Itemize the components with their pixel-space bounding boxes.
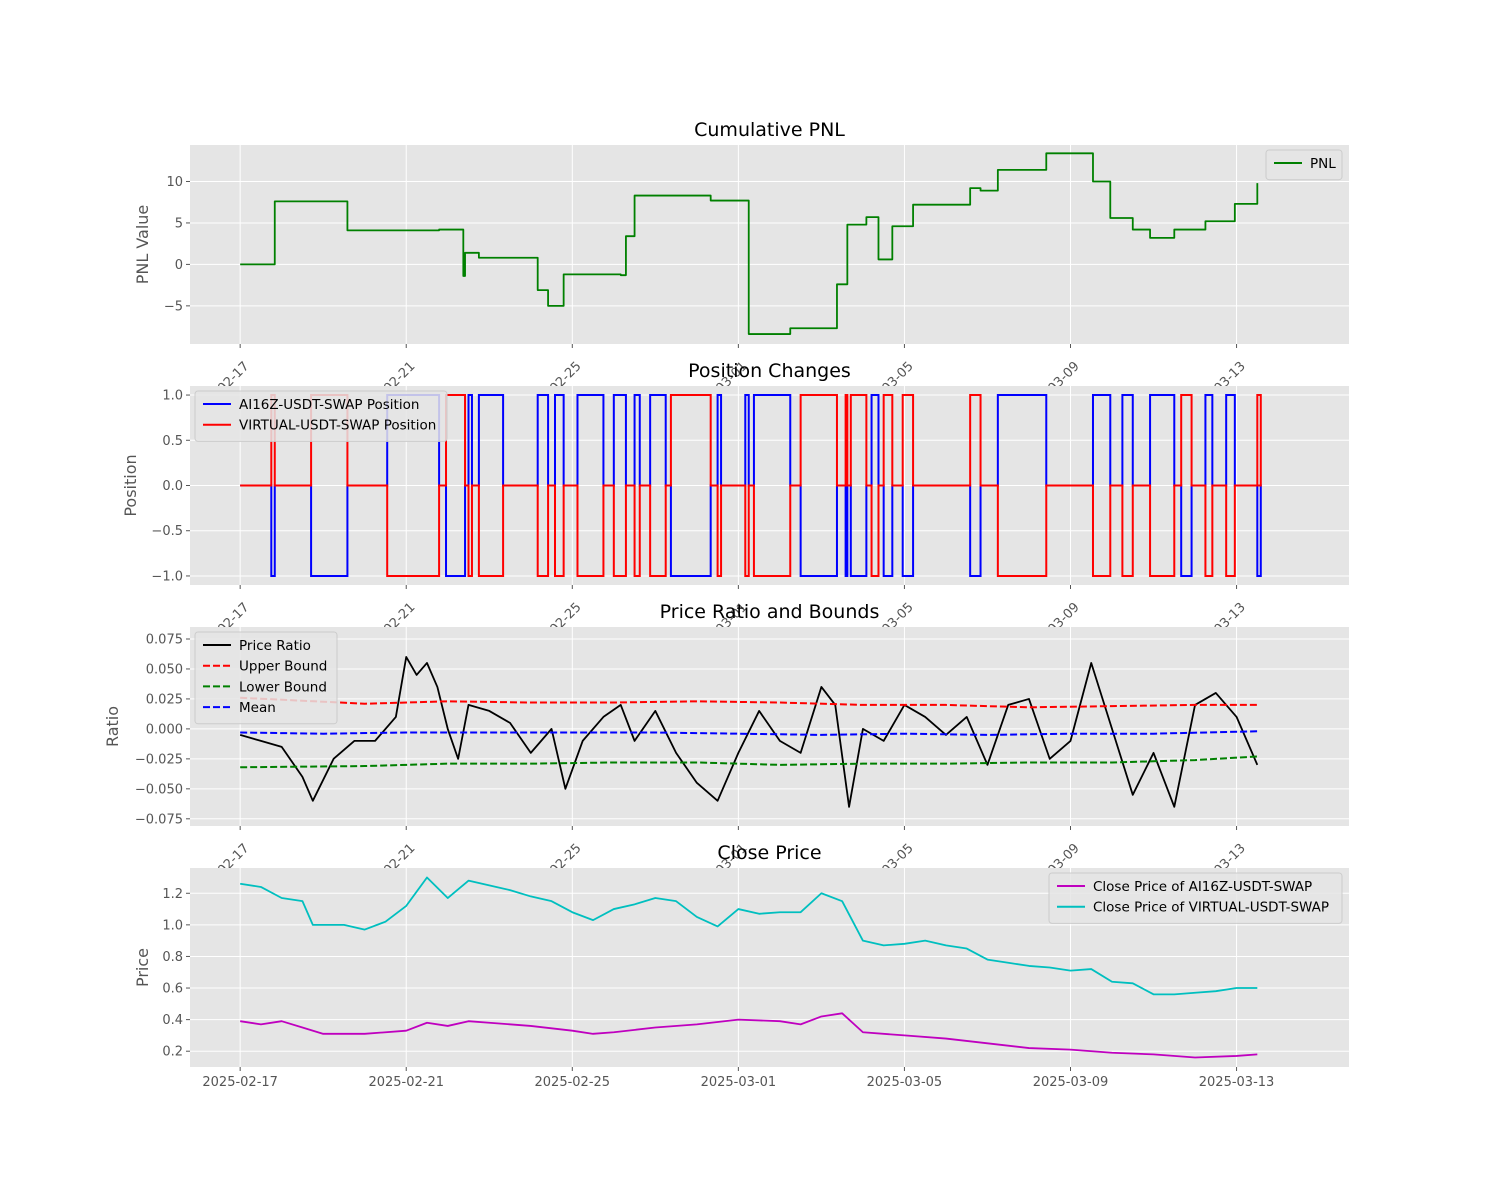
y-tick-label: 0.2 bbox=[162, 1045, 183, 1060]
chart-title: Cumulative PNL bbox=[694, 119, 845, 141]
x-tick-label: 2025-02-17 bbox=[202, 1075, 278, 1090]
y-tick-label: 0.6 bbox=[162, 982, 183, 997]
series-line-2 bbox=[240, 394, 1262, 577]
y-tick-label: 0 bbox=[175, 258, 183, 273]
legend-box bbox=[194, 631, 338, 725]
legend-label: Lower Bound bbox=[239, 679, 327, 695]
gridlines bbox=[190, 145, 1349, 344]
x-tick-label: 2025-03-09 bbox=[1033, 1075, 1109, 1090]
y-tick-label: 1.0 bbox=[162, 389, 183, 404]
legend-label: Close Price of VIRTUAL-USDT-SWAP bbox=[1093, 900, 1329, 916]
series-line-2 bbox=[240, 696, 1258, 709]
legend-label: VIRTUAL-USDT-SWAP Position bbox=[239, 418, 436, 434]
legend-label: Upper Bound bbox=[239, 659, 327, 675]
y-tick-label: 0.075 bbox=[146, 632, 183, 647]
y-tick-label: 0.0 bbox=[162, 479, 183, 494]
plot-area bbox=[190, 145, 1349, 344]
series-line-4 bbox=[240, 730, 1258, 736]
legend-box bbox=[1048, 872, 1343, 924]
y-axis-label: Price bbox=[133, 948, 152, 987]
x-tick-label: 2025-03-13 bbox=[1199, 1075, 1275, 1090]
series-group bbox=[240, 152, 1259, 335]
y-tick-label: 5 bbox=[175, 216, 183, 231]
y-tick-label: −0.5 bbox=[151, 524, 183, 539]
legend: Price Ratio Upper Bound Lower Bound Mean bbox=[194, 631, 338, 725]
y-tick-label: 0.000 bbox=[146, 722, 183, 737]
chart-title: Price Ratio and Bounds bbox=[660, 601, 880, 623]
chart-title: Position Changes bbox=[688, 360, 851, 382]
gridlines bbox=[190, 868, 1349, 1067]
series-line-2 bbox=[240, 876, 1258, 996]
series-line-1 bbox=[239, 656, 1259, 808]
series-group bbox=[240, 876, 1258, 1059]
y-tick-label: 10 bbox=[166, 175, 183, 190]
series-line-3 bbox=[240, 755, 1258, 769]
legend-box bbox=[194, 390, 448, 442]
legend: Close Price of AI16Z-USDT-SWAP Close Pric… bbox=[1048, 872, 1343, 924]
x-tick-label: 2025-03-01 bbox=[701, 1075, 777, 1090]
legend-label: PNL bbox=[1310, 156, 1336, 172]
y-tick-label: −0.075 bbox=[135, 812, 183, 827]
y-tick-label: 1.0 bbox=[162, 918, 183, 933]
series-line-1 bbox=[240, 152, 1259, 335]
series-group bbox=[240, 394, 1262, 577]
series-line-1 bbox=[240, 1012, 1258, 1059]
legend-label: Price Ratio bbox=[239, 638, 311, 654]
legend: AI16Z-USDT-SWAP Position VIRTUAL-USDT-SWA… bbox=[194, 390, 448, 442]
y-tick-label: 0.025 bbox=[146, 692, 183, 707]
x-tick-label: 2025-02-21 bbox=[368, 1075, 444, 1090]
gridlines bbox=[190, 627, 1349, 826]
legend-label: AI16Z-USDT-SWAP Position bbox=[239, 397, 419, 413]
legend: PNL bbox=[1265, 149, 1343, 181]
series-group bbox=[239, 656, 1259, 808]
y-tick-label: −0.025 bbox=[135, 752, 183, 767]
y-tick-label: 0.4 bbox=[162, 1013, 183, 1028]
legend-box bbox=[1265, 149, 1343, 181]
y-axis-label: Ratio bbox=[103, 706, 122, 747]
y-tick-label: −0.050 bbox=[135, 782, 183, 797]
legend-label: Close Price of AI16Z-USDT-SWAP bbox=[1093, 879, 1312, 895]
legend-label: Mean bbox=[239, 700, 276, 716]
chart-panel-3: −0.075−0.050−0.0250.0000.0250.0500.07520… bbox=[103, 601, 1349, 905]
y-tick-label: 0.5 bbox=[162, 434, 183, 449]
y-tick-label: 1.2 bbox=[162, 887, 183, 902]
y-tick-label: −1.0 bbox=[151, 569, 183, 584]
y-tick-label: 0.050 bbox=[146, 662, 183, 677]
x-tick-label: 2025-03-05 bbox=[867, 1075, 943, 1090]
x-tick-label: 2025-02-25 bbox=[535, 1075, 611, 1090]
chart-title: Close Price bbox=[717, 842, 821, 864]
y-axis-label: PNL Value bbox=[133, 205, 152, 285]
chart-panel-4: 0.2 0.4 0.6 0.8 1.0 1.2 2025-02-17 2025-02-21 20… bbox=[133, 842, 1349, 1090]
y-tick-label: 0.8 bbox=[162, 950, 183, 965]
y-tick-label: −5 bbox=[164, 299, 183, 314]
y-axis-label: Position bbox=[121, 454, 140, 516]
